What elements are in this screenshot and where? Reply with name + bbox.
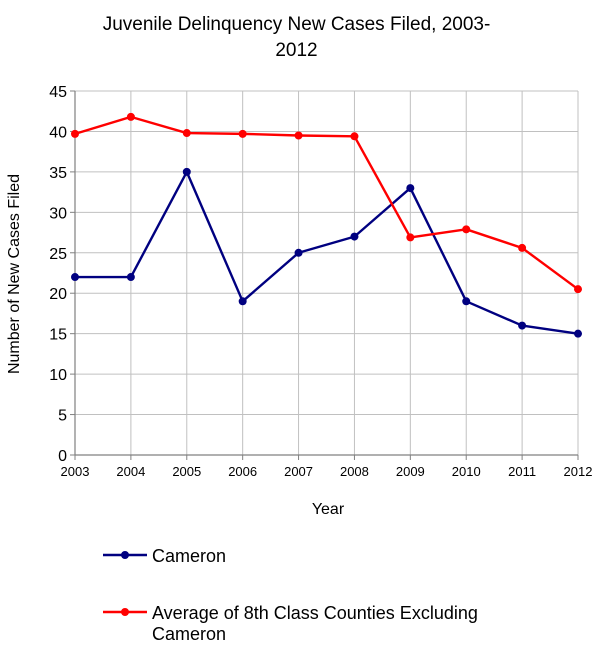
data-point [294, 131, 303, 140]
data-point [294, 248, 303, 257]
y-tick-labels: 0 5 10 15 20 25 30 35 40 45 [49, 84, 67, 465]
data-point [406, 184, 415, 193]
y-axis-label-clip: Number of New Cases Filed [6, 174, 23, 374]
legend-label: Cameron [152, 546, 226, 566]
y-tick-label: 0 [58, 448, 67, 465]
series-line [74, 115, 579, 291]
y-tick-label: 5 [58, 408, 67, 425]
y-tick-label: 10 [49, 367, 67, 384]
x-tick-label: 2009 [396, 464, 425, 479]
x-tick-label: 2010 [452, 464, 481, 479]
data-point [182, 129, 191, 138]
x-tick-label: 2012 [564, 464, 593, 479]
y-axis-label: Number of New Cases Filed [6, 174, 23, 374]
data-point [350, 232, 359, 241]
data-point [574, 329, 582, 338]
legend-swatch-marker [121, 608, 129, 616]
x-tick-label: 2008 [340, 464, 369, 479]
y-tick-label: 15 [49, 327, 67, 344]
x-axis-label: Year [312, 501, 345, 518]
data-point [518, 243, 527, 252]
y-tick-label: 20 [49, 286, 67, 303]
data-point [462, 225, 471, 234]
gridlines [75, 90, 579, 456]
x-tick-label: 2007 [284, 464, 313, 479]
data-point [406, 233, 415, 242]
data-point [126, 112, 135, 121]
y-tick-label: 30 [49, 205, 67, 222]
x-tick-label: 2004 [116, 464, 145, 479]
y-tick-label: 45 [49, 84, 67, 101]
data-point [71, 129, 79, 138]
data-point [518, 321, 527, 330]
series-line [75, 170, 579, 335]
chart-title-line-1: Juvenile Delinquency New Cases Filed, 20… [102, 14, 491, 35]
data-point [182, 167, 191, 176]
x-tick-label: 2011 [508, 464, 536, 479]
x-tick-label: 2006 [228, 464, 257, 479]
y-tick-label: 40 [49, 124, 67, 141]
legend-swatch-marker [121, 551, 129, 559]
y-tick-label: 25 [49, 246, 67, 263]
axes [70, 90, 579, 460]
x-tick-labels: 2003 2004 2005 2006 2007 2008 2009 2010 2011 2012 [61, 464, 593, 479]
chart-title: Juvenile Delinquency New Cases Filed, 20… [0, 12, 593, 64]
data-point [462, 297, 471, 306]
data-point [126, 273, 135, 282]
data-point [350, 132, 359, 141]
legend-label: Cameron [152, 624, 226, 644]
series-layer [71, 112, 582, 338]
data-point [238, 297, 247, 306]
data-point [574, 285, 582, 294]
y-tick-label: 35 [49, 165, 67, 182]
chart-title-line-2: 2012 [275, 40, 318, 61]
x-tick-label: 2005 [172, 464, 201, 479]
x-tick-label: 2003 [61, 464, 90, 479]
legend-label: Average of 8th Class Counties Excluding [152, 603, 478, 623]
data-point [238, 129, 247, 138]
data-point [71, 273, 79, 282]
